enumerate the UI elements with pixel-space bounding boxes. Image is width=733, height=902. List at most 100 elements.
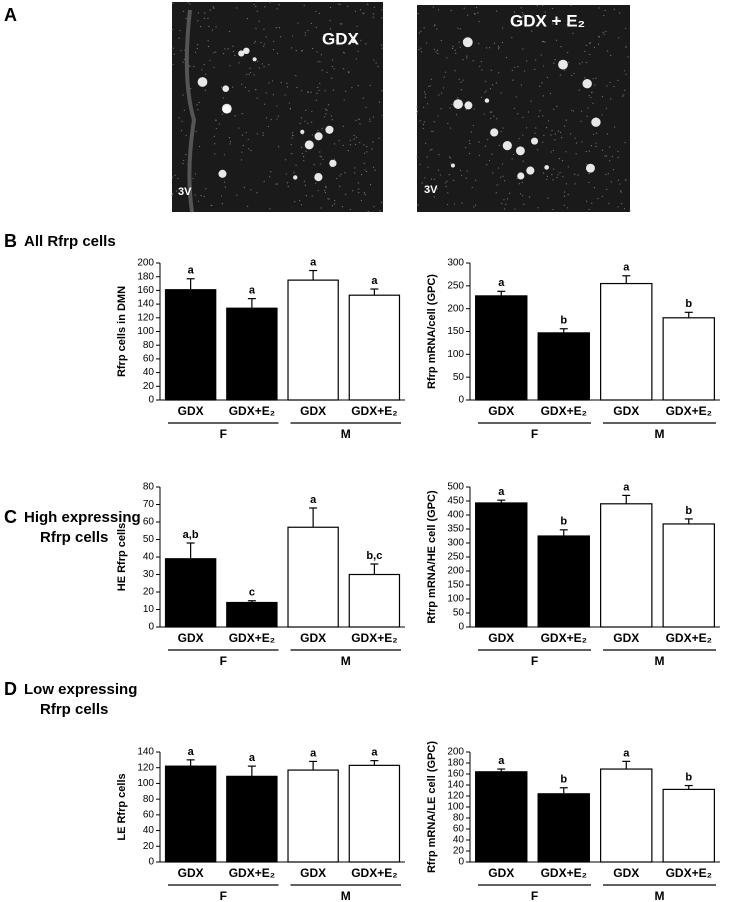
speckle: [208, 25, 210, 28]
speckle: [305, 195, 307, 197]
speckle: [352, 190, 354, 192]
speckle: [552, 168, 555, 170]
speckle: [432, 130, 434, 132]
speckle: [353, 35, 355, 37]
x-tick-label: GDX: [300, 631, 326, 645]
speckle: [450, 157, 452, 159]
speckle: [344, 172, 346, 174]
speckle: [325, 185, 327, 187]
speckle: [522, 134, 524, 136]
speckle: [480, 60, 482, 63]
significance-label: a: [623, 262, 630, 274]
speckle: [273, 40, 275, 42]
speckle: [592, 133, 595, 136]
group-label: M: [655, 654, 665, 668]
speckle: [488, 159, 491, 162]
speckle: [372, 16, 374, 18]
speckle: [315, 182, 317, 184]
y-tick-label: 350: [447, 524, 464, 535]
speckle: [215, 127, 217, 130]
y-tick-label: 0: [148, 395, 154, 406]
y-tick-label: 20: [143, 381, 155, 392]
speckle: [552, 179, 554, 181]
speckle: [436, 188, 438, 190]
speckle: [278, 4, 280, 6]
speckle: [515, 96, 517, 98]
speckle: [173, 53, 175, 55]
x-tick-label: GDX+E₂: [666, 404, 712, 418]
speckle: [317, 86, 319, 89]
speckle: [517, 113, 519, 115]
x-tick-label: GDX: [300, 404, 326, 418]
speckle: [621, 202, 623, 205]
speckle: [622, 95, 624, 97]
speckle: [554, 133, 556, 135]
speckle: [607, 173, 609, 175]
speckle: [561, 160, 564, 162]
speckle: [416, 112, 418, 114]
speckle: [551, 129, 553, 132]
speckle: [433, 196, 436, 198]
speckle: [265, 92, 267, 94]
speckle: [580, 120, 582, 122]
speckle: [601, 195, 603, 197]
x-tick-label: GDX: [488, 866, 514, 880]
y-tick-label: 100: [447, 594, 464, 605]
speckle: [329, 28, 332, 30]
speckle: [620, 191, 623, 193]
speckle: [543, 134, 545, 137]
speckle: [249, 67, 251, 69]
y-tick-label: 80: [143, 794, 155, 805]
speckle: [500, 92, 502, 94]
bar: [600, 282, 653, 401]
speckle: [522, 116, 524, 118]
speckle: [320, 156, 323, 158]
speckle: [373, 6, 375, 8]
speckle: [203, 195, 205, 197]
speckle: [364, 194, 366, 196]
speckle: [234, 115, 236, 117]
speckle: [531, 30, 533, 32]
speckle: [380, 201, 383, 204]
speckle: [459, 28, 461, 30]
speckle: [275, 183, 277, 185]
speckle: [581, 141, 583, 143]
y-tick-label: 160: [447, 769, 464, 780]
speckle: [182, 61, 184, 63]
speckle: [345, 193, 347, 195]
speckle: [429, 190, 431, 192]
speckle: [603, 15, 605, 17]
speckle: [248, 90, 250, 92]
significance-label: a: [310, 494, 317, 506]
panel-label: B: [4, 231, 17, 251]
cell-signal: [531, 137, 539, 145]
speckle: [267, 125, 270, 128]
speckle: [342, 144, 344, 147]
speckle: [359, 141, 361, 144]
significance-label: a: [498, 486, 505, 498]
cell-signal: [252, 57, 257, 62]
speckle: [467, 14, 469, 16]
significance-label: a: [249, 285, 256, 297]
speckle: [264, 6, 266, 8]
speckle: [465, 177, 467, 179]
speckle: [381, 90, 383, 92]
speckle: [479, 65, 481, 67]
speckle: [301, 49, 303, 52]
speckle: [514, 208, 516, 210]
speckle: [187, 1, 189, 3]
speckle: [585, 61, 587, 64]
speckle: [606, 133, 609, 135]
speckle: [319, 82, 321, 85]
speckle: [195, 130, 197, 133]
bar: [475, 502, 528, 628]
speckle: [315, 99, 317, 101]
speckle: [360, 199, 363, 202]
group-label: F: [531, 427, 538, 441]
speckle: [276, 52, 279, 54]
speckle: [324, 190, 326, 192]
significance-label: a: [498, 755, 505, 767]
speckle: [355, 58, 357, 60]
ventricle-edge: [184, 9, 197, 213]
speckle: [603, 33, 605, 35]
